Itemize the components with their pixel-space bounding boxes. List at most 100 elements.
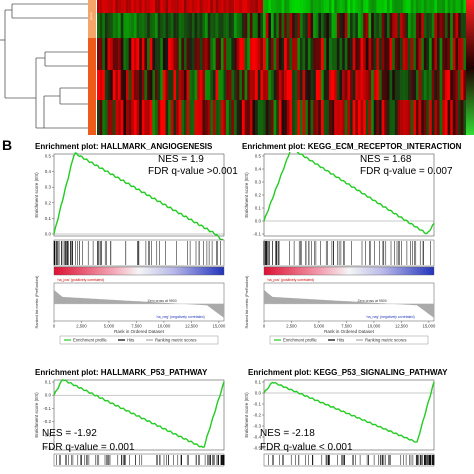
heatmap-cell (315, 70, 319, 100)
heatmap-cell (223, 70, 227, 100)
heatmap-cell (239, 13, 243, 38)
heatmap-cell (189, 38, 193, 70)
heatmap-cell (104, 13, 108, 38)
heatmap-cell (220, 100, 224, 135)
heatmap-cell (386, 0, 390, 13)
heatmap-cell (402, 70, 406, 100)
heatmap-cell (112, 70, 116, 100)
y-tick-label: 0.3 (45, 185, 52, 190)
heatmap-cell (123, 70, 127, 100)
heatmap-cell (263, 13, 266, 38)
heatmap-cell (255, 100, 259, 135)
heatmap-cell (344, 38, 348, 70)
heatmap-cell (334, 100, 338, 135)
x-tick-label: 12,500 (185, 324, 198, 329)
heatmap-cell (331, 38, 335, 70)
heatmap-cell (392, 100, 396, 135)
heatmap-cell (147, 0, 151, 13)
group-bar-2 (88, 38, 96, 135)
heatmap-cell (336, 13, 340, 38)
heatmap-cell (421, 70, 425, 100)
heatmap-cell (310, 38, 314, 70)
heatmap-cell (334, 70, 338, 100)
heatmap-cell (355, 38, 359, 70)
heatmap-cell (400, 0, 404, 13)
legend-label: Ranking metric scores (155, 338, 196, 343)
enrichment-profile-line (53, 379, 225, 448)
heatmap-cell (413, 13, 417, 38)
heatmap-cell (297, 100, 301, 135)
heatmap-cell (157, 70, 161, 100)
heatmap-cell (265, 38, 269, 70)
heatmap-cell (205, 0, 208, 13)
heatmap-cell (202, 100, 206, 135)
heatmap-cell (373, 13, 377, 38)
heatmap-cell (176, 38, 180, 70)
metric-axis-label: Ranked list metric (PreRanked) (35, 275, 39, 328)
heatmap-cell (139, 0, 143, 13)
heatmap-cell (255, 13, 259, 38)
y-tick-label: 0.1 (255, 380, 262, 385)
heatmap-cell (344, 0, 348, 13)
x-tick-label: 12,500 (395, 324, 408, 329)
heatmap-cell (252, 100, 256, 135)
heatmap-cell (144, 0, 148, 13)
heatmap-cell (386, 100, 390, 135)
heatmap-cell (210, 0, 214, 13)
heatmap-cell (165, 100, 169, 135)
x-tick-label: 0 (53, 324, 56, 329)
heatmap-cell (276, 100, 280, 135)
heatmap-cell (373, 38, 377, 70)
heatmap-cell (350, 70, 353, 100)
heatmap-cell (376, 13, 380, 38)
heatmap-cell (183, 0, 187, 13)
heatmap-cell (257, 0, 261, 13)
heatmap-cell (339, 38, 343, 70)
heatmap-cell (318, 100, 322, 135)
heatmap-cell (418, 38, 422, 70)
heatmap-cell (154, 100, 158, 135)
heatmap-cell (323, 0, 327, 13)
heatmap-cell (292, 38, 295, 70)
heatmap-cell (207, 70, 211, 100)
x-tick-label: 7,500 (131, 324, 142, 329)
heatmap-cell (315, 13, 319, 38)
heatmap-cell (460, 70, 464, 100)
heatmap-cell (302, 13, 306, 38)
heatmap-cell (347, 70, 351, 100)
heatmap-cells (97, 0, 467, 135)
heatmap-cell (141, 100, 145, 135)
nes-value: NES = -2.18 (260, 428, 315, 439)
heatmap-cell (231, 70, 235, 100)
heatmap-cell (297, 13, 301, 38)
y-tick-label: 0.0 (255, 391, 262, 396)
heatmap-cell (376, 38, 380, 70)
heatmap-cell (186, 13, 190, 38)
heatmap-cell (339, 0, 343, 13)
heatmap-cell (104, 0, 108, 13)
heatmap-cell (128, 70, 132, 100)
heatmap-cell (307, 0, 311, 13)
heatmap-cell (294, 13, 298, 38)
heatmap-cell (247, 38, 251, 70)
heatmap-cell (328, 13, 332, 38)
heatmap-cell (165, 0, 169, 13)
heatmap-cell (460, 0, 464, 13)
heatmap-cell (321, 13, 324, 38)
heatmap-cell (131, 70, 135, 100)
heatmap-cell (228, 0, 232, 13)
heatmap-cell (408, 13, 411, 38)
panel-label-b: B (2, 137, 13, 153)
heatmap-cell (442, 0, 446, 13)
x-axis-label: Rank in Ordered Dataset (114, 329, 165, 334)
heatmap-cell (249, 0, 253, 13)
heatmap-cell (265, 70, 269, 100)
heatmap-cell (149, 13, 153, 38)
legend-box (59, 335, 219, 345)
heatmap-cell (249, 100, 253, 135)
heatmap-cell (123, 0, 127, 13)
heatmap-cell (452, 13, 456, 38)
heatmap-cell (181, 13, 185, 38)
heatmap-cell (115, 100, 119, 135)
heatmap-cell (118, 70, 122, 100)
